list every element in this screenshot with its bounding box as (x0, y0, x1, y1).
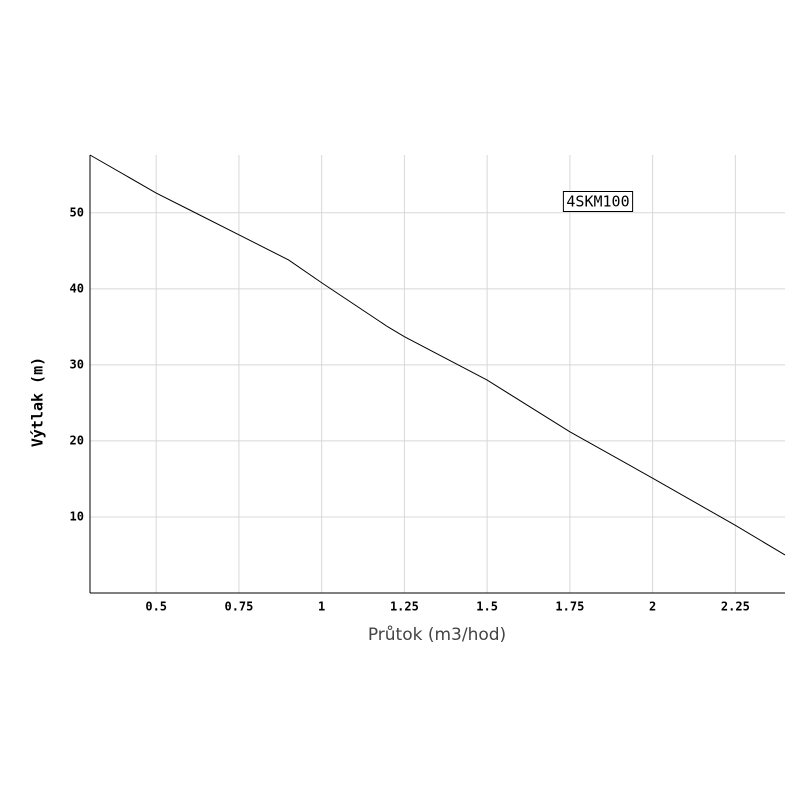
y-tick-label: 50 (70, 205, 84, 219)
legend-box (562, 191, 634, 212)
x-tick-label: 0.75 (224, 600, 253, 614)
y-tick-label: 30 (70, 357, 84, 371)
x-axis-label: Průtok (m3/hod) (368, 625, 506, 645)
x-tick-label: 1.75 (555, 600, 584, 614)
x-tick-label: 1.25 (390, 600, 419, 614)
y-tick-label: 10 (70, 509, 84, 523)
y-tick-label: 40 (70, 281, 84, 295)
y-axis-label: Výtlak (m) (29, 357, 47, 447)
y-tick-label: 20 (70, 433, 84, 447)
x-tick-label: 1 (318, 600, 325, 614)
x-tick-label: 2.25 (721, 600, 750, 614)
x-tick-label: 0.5 (145, 600, 167, 614)
data-line (89, 154, 786, 556)
x-tick-label: 1.5 (476, 600, 498, 614)
legend-label: 4SKM100 (566, 193, 629, 211)
x-tick-label: 2 (649, 600, 656, 614)
